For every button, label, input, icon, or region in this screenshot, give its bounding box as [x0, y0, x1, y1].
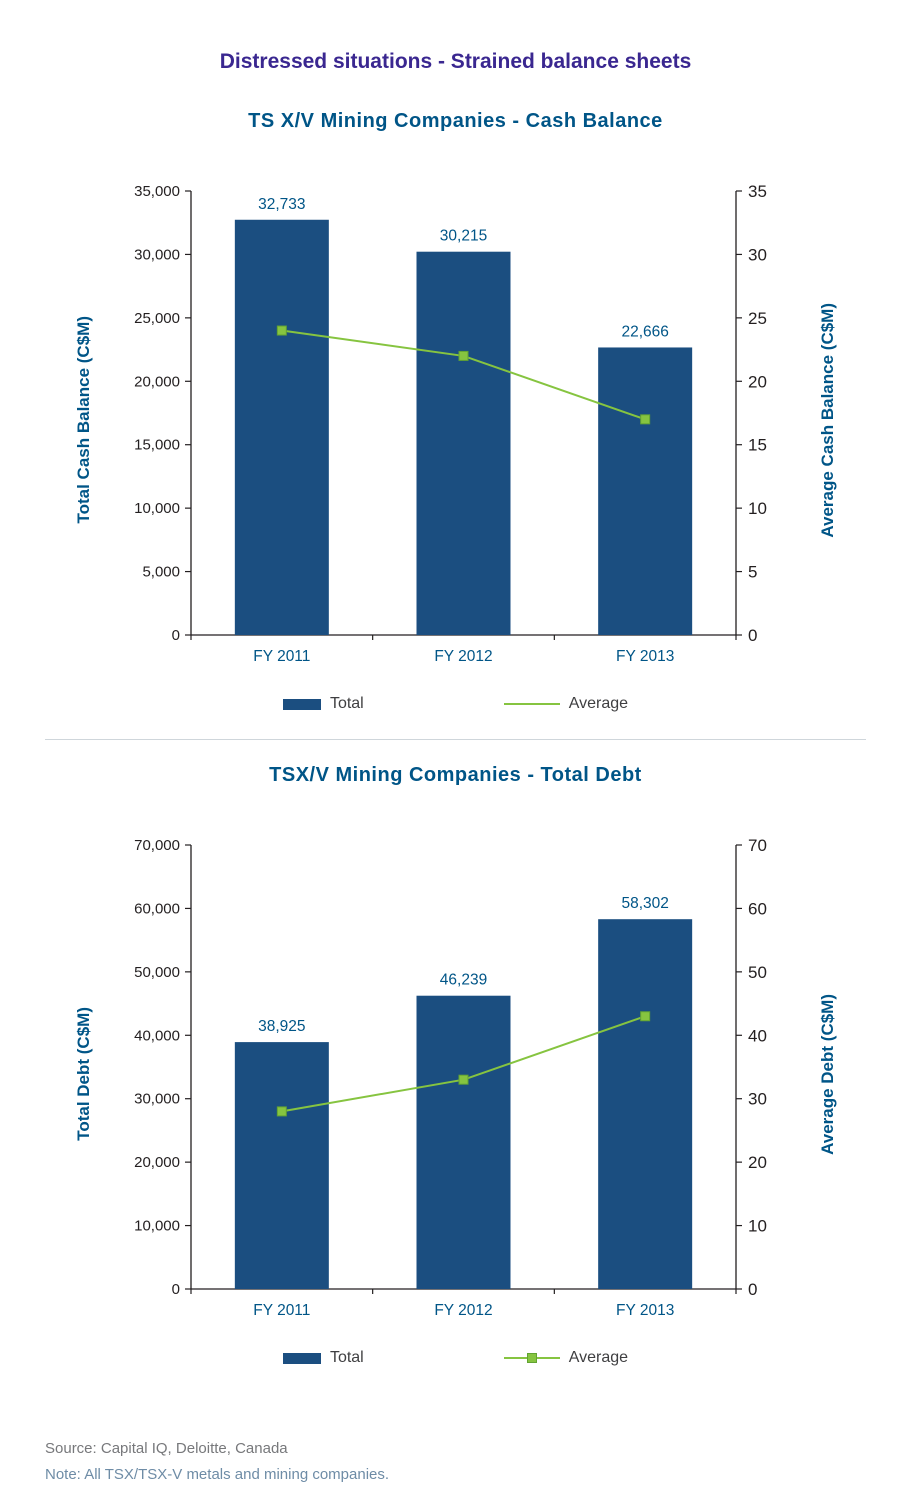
section-divider: [45, 739, 866, 740]
total-bar: [597, 919, 692, 1289]
page-title: Distressed situations - Strained balance…: [219, 50, 692, 73]
total-bar: [234, 219, 329, 635]
left-tick-label: 10,000: [134, 1218, 180, 1235]
category-label: FY 2013: [616, 1302, 674, 1319]
average-marker: [639, 1011, 650, 1022]
right-tick-label: 5: [748, 563, 757, 582]
left-tick-label: 20,000: [134, 373, 180, 390]
left-tick-label: 40,000: [134, 1027, 180, 1044]
average-marker: [458, 1074, 468, 1085]
left-tick-label: 10,000: [134, 500, 180, 517]
right-tick-label: 40: [748, 1026, 767, 1045]
bar-value-label: 58,302: [621, 895, 668, 912]
average-marker: [276, 325, 287, 336]
right-tick-label: 0: [748, 1280, 757, 1299]
left-tick-label: 50,000: [134, 964, 180, 981]
right-tick-label: 0: [748, 626, 757, 645]
left-tick-label: 70,000: [134, 837, 180, 854]
total-debt-legend: Total Average: [0, 1349, 911, 1367]
average-line-swatch: [503, 1353, 560, 1363]
cash-balance-chart-row: Total Cash Balance (C$M) 0 5,000 10,000 15,…: [0, 159, 911, 681]
average-line-swatch: [503, 699, 560, 709]
cash-right-axis-title: Average Cash Balance (C$M): [817, 302, 837, 538]
total-debt-chart-section: TSX/V Mining Companies - Total Debt Tota…: [0, 764, 911, 1367]
legend-item-total: Total: [282, 695, 364, 713]
legend-label: Total: [329, 695, 364, 712]
cash-balance-chart-section: TS X/V Mining Companies - Cash Balance T…: [0, 110, 911, 713]
total-bar-swatch: [282, 1352, 321, 1364]
legend-item-average: Average: [503, 695, 629, 713]
left-tick-label: 25,000: [134, 310, 180, 327]
right-tick-label: 50: [748, 963, 767, 982]
bar-value-label: 32,733: [258, 196, 305, 213]
legend-item-total: Total: [282, 1349, 364, 1367]
total-bar-swatch: [282, 698, 321, 710]
total-bar: [234, 1042, 329, 1289]
debt-right-axis-title: Average Debt (C$M): [817, 993, 837, 1155]
left-tick-label: 0: [171, 1281, 179, 1298]
total-debt-chart-title: TSX/V Mining Companies - Total Debt: [269, 764, 642, 786]
cash-balance-chart: 0 5,000 10,000 15,000 20,000 25,000 30,000 35,0…: [134, 182, 767, 665]
left-tick-label: 60,000: [134, 900, 180, 917]
right-tick-label: 60: [748, 899, 767, 918]
category-label: FY 2012: [434, 648, 492, 665]
legend-label: Average: [568, 1349, 629, 1366]
total-bar: [416, 995, 510, 1289]
square-marker-icon: [526, 1353, 537, 1363]
average-marker: [276, 1106, 287, 1117]
right-tick-label: 25: [748, 309, 767, 328]
right-tick-label: 30: [748, 245, 767, 264]
right-tick-label: 70: [748, 836, 767, 855]
bar-value-label: 38,925: [258, 1018, 305, 1035]
right-tick-label: 15: [748, 436, 767, 455]
bar-value-label: 46,239: [439, 972, 486, 989]
left-tick-label: 35,000: [134, 183, 180, 200]
category-label: FY 2012: [434, 1302, 492, 1319]
left-tick-label: 0: [171, 627, 179, 644]
average-marker: [639, 414, 650, 425]
cash-balance-chart-title: TS X/V Mining Companies - Cash Balance: [248, 110, 663, 132]
legend-label: Average: [568, 695, 629, 712]
right-tick-label: 30: [748, 1090, 767, 1109]
right-tick-label: 35: [748, 182, 767, 201]
category-label: FY 2011: [253, 1302, 310, 1319]
legend-item-average: Average: [503, 1349, 629, 1367]
debt-left-axis-title: Total Debt (C$M): [73, 1007, 93, 1141]
bar-value-label: 30,215: [439, 228, 486, 245]
total-debt-chart: 0 10,000 20,000 30,000 40,000 50,000 60,000 70,…: [134, 836, 767, 1319]
note-text: Note: All TSX/TSX-V metals and mining co…: [45, 1466, 390, 1483]
cash-left-axis-title: Total Cash Balance (C$M): [73, 316, 93, 524]
category-label: FY 2013: [616, 648, 674, 665]
right-tick-label: 10: [748, 1217, 767, 1236]
left-tick-label: 20,000: [134, 1154, 180, 1171]
total-bar: [416, 251, 510, 635]
left-tick-label: 5,000: [142, 564, 180, 581]
cash-balance-legend: Total Average: [0, 695, 911, 713]
average-marker: [458, 350, 468, 361]
left-tick-label: 15,000: [134, 437, 180, 454]
legend-label: Total: [329, 1349, 364, 1366]
category-label: FY 2011: [253, 648, 310, 665]
footer: Source: Capital IQ, Deloitte, Canada Not…: [0, 1436, 911, 1488]
left-tick-label: 30,000: [134, 1091, 180, 1108]
bar-value-label: 22,666: [621, 323, 668, 340]
right-tick-label: 20: [748, 1153, 767, 1172]
total-bar: [597, 347, 692, 635]
left-tick-label: 30,000: [134, 246, 180, 263]
source-text: Source: Capital IQ, Deloitte, Canada: [45, 1440, 288, 1457]
total-debt-chart-row: Total Debt (C$M) 0 10,000 20,000 30,000 40,0…: [0, 813, 911, 1335]
right-tick-label: 10: [748, 499, 767, 518]
line-stroke: [503, 703, 560, 705]
right-tick-label: 20: [748, 372, 767, 391]
